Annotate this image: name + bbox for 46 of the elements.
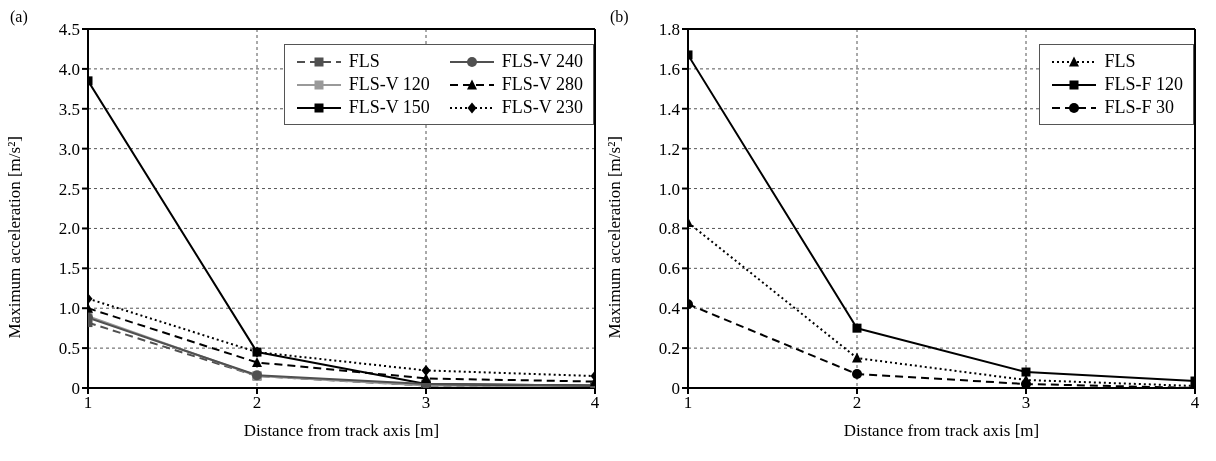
y-tick-label: 2.5 bbox=[58, 179, 80, 199]
point bbox=[852, 352, 862, 363]
x-tick-label: 4 bbox=[590, 393, 600, 413]
x-tick-label: 2 bbox=[252, 393, 262, 413]
y-tick-label: 1.8 bbox=[658, 20, 680, 40]
x-tick-label: 3 bbox=[421, 393, 431, 413]
legend-label: FLS bbox=[1104, 51, 1136, 72]
legend-label: FLS-V 280 bbox=[501, 74, 583, 95]
y-tick-label: 2.0 bbox=[58, 219, 80, 239]
x-tick-label: 1 bbox=[83, 393, 93, 413]
x-tick-label: 1 bbox=[683, 393, 693, 413]
point bbox=[852, 369, 862, 380]
x-axis-title: Distance from track axis [m] bbox=[243, 421, 440, 440]
legend-label: FLS bbox=[348, 51, 380, 72]
y-tick-label: 0.4 bbox=[658, 299, 681, 319]
y-tick-label: 0.2 bbox=[658, 339, 680, 359]
y-tick-label: 4.5 bbox=[58, 20, 80, 40]
legend-label: FLS-V 230 bbox=[501, 97, 583, 118]
y-tick-label: 0 bbox=[671, 379, 680, 399]
x-tick-label: 4 bbox=[1190, 393, 1200, 413]
y-tick-label: 3.0 bbox=[58, 139, 80, 159]
legend-label: FLS-V 240 bbox=[501, 51, 583, 72]
y-tick-label: 0.8 bbox=[658, 219, 680, 239]
legend-label: FLS-F 120 bbox=[1104, 74, 1183, 95]
y-axis-title: Maximum acceleration [m/s²] bbox=[5, 136, 25, 339]
y-tick-label: 0.6 bbox=[658, 259, 680, 279]
y-tick-label: 1.4 bbox=[658, 99, 681, 119]
y-tick-label: 1.5 bbox=[58, 259, 80, 279]
y-tick-label: 0.5 bbox=[58, 339, 80, 359]
x-axis-title: Distance from track axis [m] bbox=[843, 421, 1040, 440]
x-tick-label: 2 bbox=[852, 393, 862, 413]
y-axis-title: Maximum acceleration [m/s²] bbox=[605, 136, 625, 339]
legend-label: FLS-V 150 bbox=[348, 97, 430, 118]
x-tick-label: 3 bbox=[1021, 393, 1031, 413]
y-tick-label: 1.0 bbox=[58, 299, 80, 319]
text: (a) bbox=[10, 8, 28, 26]
text: (b) bbox=[610, 8, 629, 26]
y-tick-label: 1.0 bbox=[658, 179, 680, 199]
y-tick-label: 0 bbox=[71, 379, 80, 399]
y-tick-label: 1.2 bbox=[658, 139, 680, 159]
point bbox=[1021, 379, 1031, 388]
y-tick-label: 4.0 bbox=[58, 59, 80, 79]
y-tick-label: 1.6 bbox=[658, 59, 680, 79]
legend-label: FLS-F 30 bbox=[1104, 97, 1174, 118]
legend-label: FLS-V 120 bbox=[348, 74, 430, 95]
y-tick-label: 3.5 bbox=[58, 99, 80, 119]
